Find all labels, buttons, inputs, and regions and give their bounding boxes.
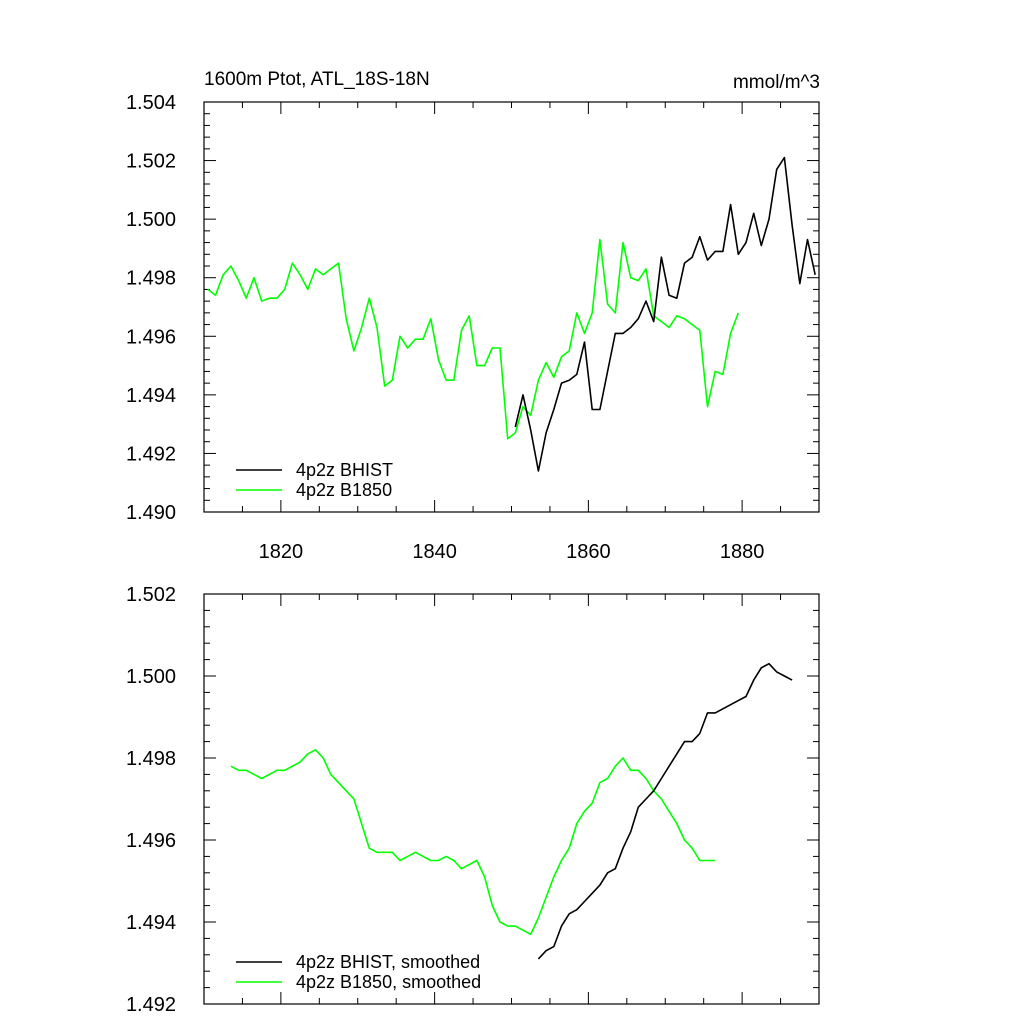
y-tick-label: 1.498 [126,268,176,290]
y-tick-label: 1.502 [126,584,176,606]
top-panel: 1600m Ptot, ATL_18S-18N mmol/m^3 1.4901.… [126,69,820,563]
y-tick-label: 1.500 [126,666,176,688]
bottom-panel: 1.492 1.494 1.496 1.498 1.500 1.502 4p2z BHIS… [126,584,820,1016]
legend-label-bhist: 4p2z BHIST [296,460,393,480]
series-line-4p2z-b1850 [207,238,740,440]
top-chart-units: mmol/m^3 [733,72,820,93]
y-tick-label: 1.498 [126,748,176,770]
series-line-4p2z-bhist-smoothed [537,662,793,960]
y-tick-label: 1.492 [126,443,176,465]
y-tick-label: 1.494 [126,385,176,407]
y-tick-label: 1.504 [126,92,176,114]
legend-label-b1850: 4p2z B1850 [296,480,392,500]
y-tick-label: 1.502 [126,151,176,173]
bottom-legend: 4p2z BHIST, smoothed 4p2z B1850, smoothe… [236,952,481,992]
x-tick-label: 1820 [259,541,304,563]
top-legend: 4p2z BHIST 4p2z B1850 [236,460,393,500]
series-line-4p2z-bhist [514,156,816,472]
legend-label-b1850-smoothed: 4p2z B1850, smoothed [296,972,481,992]
y-tick-label: 1.500 [126,209,176,231]
y-tick-label: 1.492 [126,994,176,1016]
bottom-series-group [230,662,793,960]
y-tick-label: 1.496 [126,326,176,348]
y-tick-label: 1.490 [126,502,176,524]
x-tick-label: 1840 [412,541,457,563]
x-tick-label: 1880 [720,541,765,563]
top-axis-ticks: 1.490 1.492 1.494 1.496 1.498 1.500 1.502 1.504… [126,92,820,563]
top-plot-frame [203,101,820,513]
bottom-axis-ticks: 1.492 1.494 1.496 1.498 1.500 1.502 [126,584,820,1016]
series-line-4p2z-b1850-smoothed [230,748,716,936]
bottom-plot-frame [203,593,820,1005]
top-series-group [207,156,816,472]
y-tick-label: 1.496 [126,830,176,852]
x-tick-label: 1860 [566,541,611,563]
top-chart-title: 1600m Ptot, ATL_18S-18N [204,69,430,90]
legend-label-bhist-smoothed: 4p2z BHIST, smoothed [296,952,480,972]
y-tick-label: 1.494 [126,912,176,934]
